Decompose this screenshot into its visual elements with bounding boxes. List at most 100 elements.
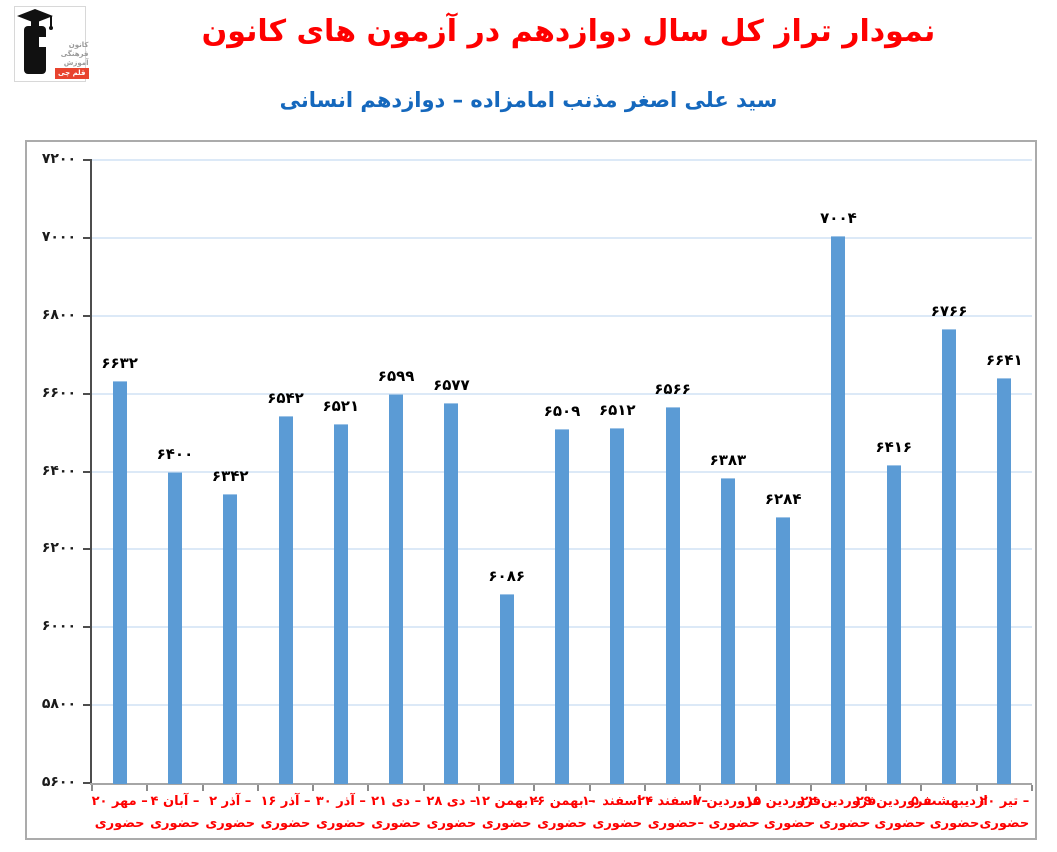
x-category-label-line1: ۱۰ اسفند – (581, 794, 653, 809)
x-axis-tick (754, 785, 757, 791)
y-tick-label: ۶۶۰۰ (41, 384, 76, 401)
x-category-label-line2: حضوری (205, 816, 256, 831)
y-tick-label: ۶۲۰۰ (41, 540, 76, 557)
x-category-label-line1: ۴ آبان – (150, 794, 200, 809)
y-axis-tick (83, 704, 92, 707)
x-category-label: ۱۶ آذر – حضوری (248, 791, 324, 835)
bar-value-label: ۶۳۴۲ (211, 467, 249, 486)
x-category-label-line1: ۵ اردیبهشت (911, 794, 988, 809)
bar-value-label: ۶۷۶۶ (930, 301, 968, 320)
page-title: نمودار تراز کل سال دوازدهم در آزمون های … (201, 14, 936, 49)
x-category-label-line2: حضوری (371, 816, 421, 831)
x-category-label-line2: حضوری (481, 816, 532, 831)
x-category-label-line1: ۲۹ فروردین (855, 794, 932, 809)
y-axis-tick (83, 159, 92, 161)
x-category-label-line2: – حضوری (863, 816, 925, 831)
x-category-label-line2: – حضوری (697, 816, 759, 831)
bar (555, 429, 569, 784)
y-tick-label: ۷۲۰۰ (41, 151, 76, 167)
x-category-label: ۲۹ فروردین – حضوری (856, 791, 932, 835)
x-category-label: ۵ اردیبهشت – حضوری (911, 791, 988, 835)
kanoon-logo: کانون فرهنگی آموزش قلم چی (14, 6, 89, 82)
x-category-label: ۷ فروردین – حضوری (690, 791, 766, 835)
logo-text-column: کانون فرهنگی آموزش قلم چی (55, 7, 91, 81)
logo-org-line: آموزش (63, 59, 89, 67)
x-axis-tick (588, 785, 591, 791)
x-axis-tick (478, 785, 481, 791)
bar-value-label: ۶۵۹۹ (377, 367, 415, 385)
y-tick-label: ۷۰۰۰ (41, 228, 76, 245)
score-bar-chart: ۵۶۰۰ ۵۸۰۰ ۶۰۰۰ ۶۲۰۰ ۶۴۰۰ ۶۶۰۰ ۶۸۰۰ ۷۰۰۰ ۷۲۰۰ ۶۶۳۲… (25, 140, 1037, 840)
bar (444, 402, 459, 784)
bar-value-label: ۶۵۰۹ (543, 402, 581, 421)
bar (278, 416, 293, 784)
x-category-label-line2: حضوری (260, 816, 311, 831)
x-axis-tick (1031, 785, 1033, 791)
x-category-label-line2: حضوری (94, 816, 145, 831)
bar (333, 424, 348, 784)
bar (942, 328, 957, 784)
x-category-label-line1: ۲۰ مهر – (91, 794, 148, 809)
x-category-label: ۴ آبان – حضوری (137, 791, 213, 835)
x-category-label: ۲۴ اسفند – حضوری (635, 791, 711, 835)
bar-value-label: ۶۳۸۳ (709, 451, 747, 470)
x-category-label-line1: ۲۶ بهمن – (529, 794, 595, 809)
y-axis-line (90, 160, 92, 783)
x-axis-tick (865, 785, 868, 791)
x-category-label-line2: حضوری (647, 816, 698, 831)
y-axis-tick (83, 314, 92, 317)
x-category-label-line2: حضوری (315, 816, 366, 831)
x-axis-tick (256, 785, 259, 791)
x-category-label-line1: ۲۲ فروردین (800, 794, 877, 809)
x-category-label: ۱۲ بهمن – حضوری (469, 791, 545, 835)
x-axis-tick (91, 785, 93, 791)
x-axis-tick (422, 785, 425, 791)
x-category-label-line1: ۲ آذر – (209, 794, 252, 809)
gridline (92, 314, 1032, 317)
bar-value-label: ۶۵۷۷ (433, 375, 470, 394)
x-category-label: ۲۱ دی – حضوری (358, 791, 434, 835)
x-category-label: ۳۰ آذر – حضوری (303, 791, 379, 835)
bar (610, 427, 625, 784)
page-subtitle: سید علی اصغر مذنب امامزاده – دوازدهم انس… (279, 88, 778, 112)
x-category-label: ۲ آذر – حضوری (192, 791, 268, 835)
bar (665, 406, 680, 784)
bar-value-label: ۶۵۶۶ (654, 379, 691, 398)
logo-badge: قلم چی (55, 68, 89, 79)
bar (112, 381, 127, 784)
x-category-label-line1: ۲۴ اسفند – (637, 794, 708, 809)
bar (499, 593, 514, 784)
x-axis-tick (920, 785, 923, 791)
y-axis-tick (83, 392, 92, 395)
x-category-label-line2: حضوری (537, 816, 587, 831)
x-category-label-line1: ۳۰ آذر – (315, 794, 366, 809)
x-category-label-line2: – حضوری (752, 816, 814, 831)
x-category-label: ۲۲ فروردین – حضوری (800, 791, 877, 835)
bar (831, 236, 846, 784)
bar-value-label: ۶۴۱۶ (875, 438, 913, 457)
x-category-label: ۲۸ دی – حضوری (413, 791, 489, 835)
logo-org-line: فرهنگی (60, 50, 89, 58)
bar-value-label: ۶۶۴۱ (986, 350, 1023, 369)
bar (167, 471, 182, 784)
bar (886, 465, 901, 784)
x-axis-tick (809, 785, 812, 791)
y-axis-tick (83, 782, 92, 784)
x-axis-tick (146, 785, 149, 791)
bar-value-label: ۷۰۰۴ (820, 209, 857, 228)
y-tick-label: ۶۸۰۰ (41, 306, 76, 323)
x-axis-tick (975, 785, 978, 791)
bar-value-label: ۶۶۳۲ (101, 354, 138, 373)
x-category-label-line2: حضوری (979, 816, 1030, 831)
gridline (92, 159, 1032, 161)
bar-value-label: ۶۵۲۱ (322, 397, 360, 416)
x-category-label-line1: ۲۰ تیر – (979, 794, 1030, 809)
x-category-label-line1: ۱۶ آذر – (260, 794, 311, 809)
y-tick-label: ۵۶۰۰ (41, 774, 76, 790)
gridline (92, 236, 1032, 239)
bar (997, 377, 1012, 784)
bar (720, 478, 735, 784)
x-category-label: ۲۰ مهر – حضوری (82, 791, 158, 835)
y-tick-label: ۶۰۰۰ (41, 618, 76, 635)
bar (776, 516, 791, 784)
